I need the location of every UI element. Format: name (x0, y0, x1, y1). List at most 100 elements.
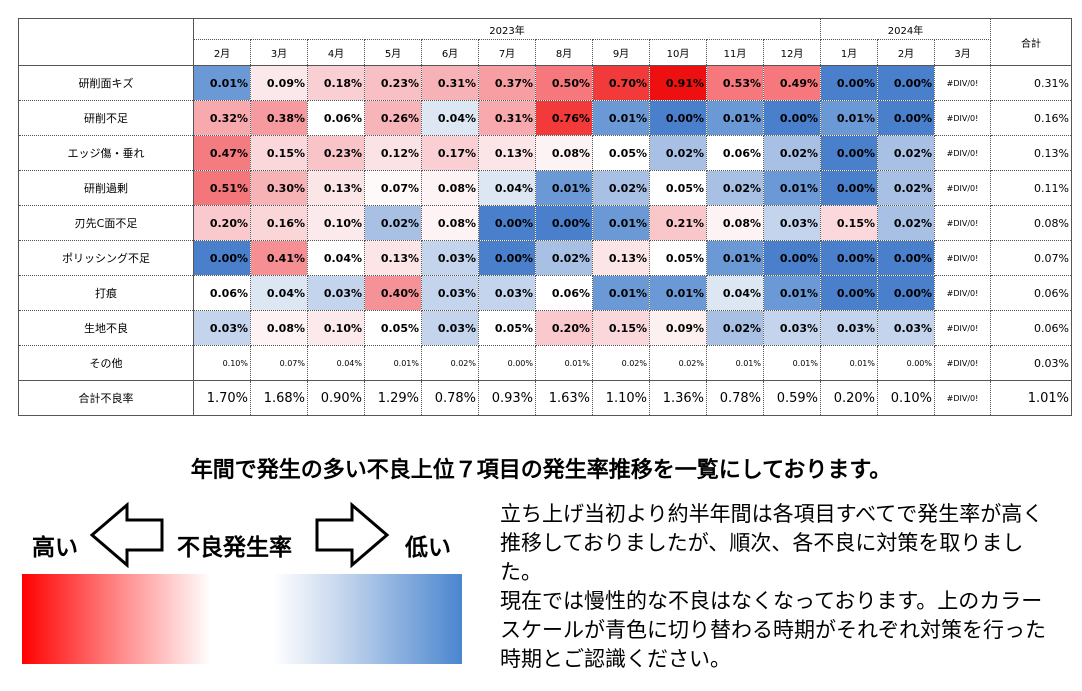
div0-cell: #DIV/0! (934, 345, 991, 381)
rate-cell: 0.02% (592, 170, 650, 206)
rate-cell: 0.15% (250, 135, 308, 171)
rate-cell: 0.01% (763, 170, 821, 206)
rate-cell: 0.05% (478, 310, 536, 346)
rate-cell: 0.51% (193, 170, 251, 206)
rate-cell: 0.01% (592, 100, 650, 136)
rate-cell: 0.04% (478, 170, 536, 206)
rate-cell: 0.02% (877, 170, 935, 206)
rate-cell: 0.02% (649, 345, 707, 381)
rate-cell: 0.08% (421, 170, 479, 206)
legend-high-label: 高い (32, 535, 78, 561)
rate-cell: 0.50% (535, 65, 593, 101)
total-rate-cell: 1.63% (535, 380, 593, 416)
rate-cell: 0.12% (364, 135, 422, 171)
row-label: その他 (18, 345, 194, 381)
rate-cell: 0.26% (364, 100, 422, 136)
rate-cell: 0.03% (421, 240, 479, 276)
rate-cell: 0.16% (250, 205, 308, 241)
rate-cell: 0.02% (706, 170, 764, 206)
div0-cell: #DIV/0! (934, 240, 991, 276)
rate-cell: 0.23% (307, 135, 365, 171)
rate-cell: 0.05% (364, 310, 422, 346)
rate-cell: 0.10% (307, 205, 365, 241)
rate-cell: 0.04% (307, 240, 365, 276)
rate-cell: 0.00% (763, 100, 821, 136)
rate-cell: 0.01% (592, 205, 650, 241)
rate-cell: 0.01% (820, 100, 878, 136)
row-total-cell: 0.16% (990, 100, 1072, 136)
rate-cell: 0.02% (535, 240, 593, 276)
total-header: 合計 (990, 18, 1072, 66)
table-row: 研削面キズ 0.01% 0.09% 0.18% 0.23% 0.31% 0.37% 0.50%… (18, 65, 1072, 101)
month-header: 10月 (649, 39, 707, 66)
rate-cell: 0.13% (592, 240, 650, 276)
total-rate-cell: 1.29% (364, 380, 422, 416)
rate-cell: 0.49% (763, 65, 821, 101)
total-rate-cell: 0.59% (763, 380, 821, 416)
rate-cell: 0.00% (478, 345, 536, 381)
legend-low-label: 低い (405, 535, 451, 561)
rate-cell: 0.09% (250, 65, 308, 101)
rate-cell: 0.00% (877, 65, 935, 101)
rate-cell: 0.00% (478, 205, 536, 241)
row-total-cell: 0.03% (990, 345, 1072, 381)
rate-cell: 0.01% (820, 345, 878, 381)
rate-cell: 0.01% (193, 65, 251, 101)
div0-cell: #DIV/0! (934, 100, 991, 136)
rate-cell: 0.03% (877, 310, 935, 346)
total-rate-cell: 1.10% (592, 380, 650, 416)
total-div0-cell: #DIV/0! (934, 380, 991, 416)
color-scale-legend: 高い 不良発生率 低い (22, 500, 462, 670)
rate-cell: 0.01% (763, 275, 821, 311)
month-header: 6月 (421, 39, 479, 66)
rate-cell: 0.53% (706, 65, 764, 101)
month-header: 4月 (307, 39, 365, 66)
rate-cell: 0.00% (820, 170, 878, 206)
headline: 年間で発生の多い不良上位７項目の発生率推移を一覧にしております。 (190, 458, 892, 483)
rate-cell: 0.02% (421, 345, 479, 381)
rate-cell: 0.41% (250, 240, 308, 276)
rate-cell: 0.03% (421, 310, 479, 346)
table-row: 生地不良 0.03% 0.08% 0.10% 0.05% 0.03% 0.05% 0.20% 0… (18, 310, 1072, 346)
rate-cell: 0.13% (364, 240, 422, 276)
rate-cell: 0.07% (250, 345, 308, 381)
total-row: 合計不良率 1.70% 1.68% 0.90% 1.29% 0.78% 0.93% 1.63%… (18, 380, 1072, 416)
rate-cell: 0.01% (763, 345, 821, 381)
rate-cell: 0.06% (706, 135, 764, 171)
month-header: 9月 (592, 39, 650, 66)
rate-cell: 0.01% (535, 170, 593, 206)
total-rate-cell: 0.93% (478, 380, 536, 416)
arrow-graphic (89, 501, 390, 569)
rate-cell: 0.00% (820, 275, 878, 311)
rate-cell: 0.30% (250, 170, 308, 206)
rate-cell: 0.31% (421, 65, 479, 101)
rate-cell: 0.04% (421, 100, 479, 136)
rate-cell: 0.05% (649, 170, 707, 206)
rate-cell: 0.01% (706, 345, 764, 381)
table-row: 刃先C面不足 0.20% 0.16% 0.10% 0.02% 0.08% 0.00% 0.00… (18, 205, 1072, 241)
rate-cell: 0.37% (478, 65, 536, 101)
row-total-cell: 0.07% (990, 240, 1072, 276)
month-header: 2月 (877, 39, 935, 66)
rate-cell: 0.13% (307, 170, 365, 206)
div0-cell: #DIV/0! (934, 65, 991, 101)
rate-cell: 0.03% (763, 310, 821, 346)
rate-cell: 0.10% (307, 310, 365, 346)
total-rate-cell: 0.78% (421, 380, 479, 416)
table-row: 打痕 0.06% 0.04% 0.03% 0.40% 0.03% 0.03% 0.06% 0.0… (18, 275, 1072, 311)
year-2024-header: 2024年 (820, 18, 991, 40)
note-paragraph-1: 立ち上げ当初より約半年間は各項目すべてで発生率が高く推移しておりましたが、順次、… (500, 502, 1044, 584)
rate-cell: 0.01% (706, 240, 764, 276)
rate-cell: 0.02% (649, 135, 707, 171)
table-row: エッジ傷・垂れ 0.47% 0.15% 0.23% 0.12% 0.17% 0.13% 0.0… (18, 135, 1072, 171)
rate-cell: 0.15% (592, 310, 650, 346)
month-header: 5月 (364, 39, 422, 66)
rate-cell: 0.01% (592, 275, 650, 311)
rate-cell: 0.04% (706, 275, 764, 311)
month-header: 7月 (478, 39, 536, 66)
rate-cell: 0.00% (820, 65, 878, 101)
table-row: 研削過剰 0.51% 0.30% 0.13% 0.07% 0.08% 0.04% 0.01% 0… (18, 170, 1072, 206)
table-row: ポリッシング不足 0.00% 0.41% 0.04% 0.13% 0.03% 0.00% 0.… (18, 240, 1072, 276)
row-total-cell: 0.06% (990, 310, 1072, 346)
rate-cell: 0.01% (649, 275, 707, 311)
